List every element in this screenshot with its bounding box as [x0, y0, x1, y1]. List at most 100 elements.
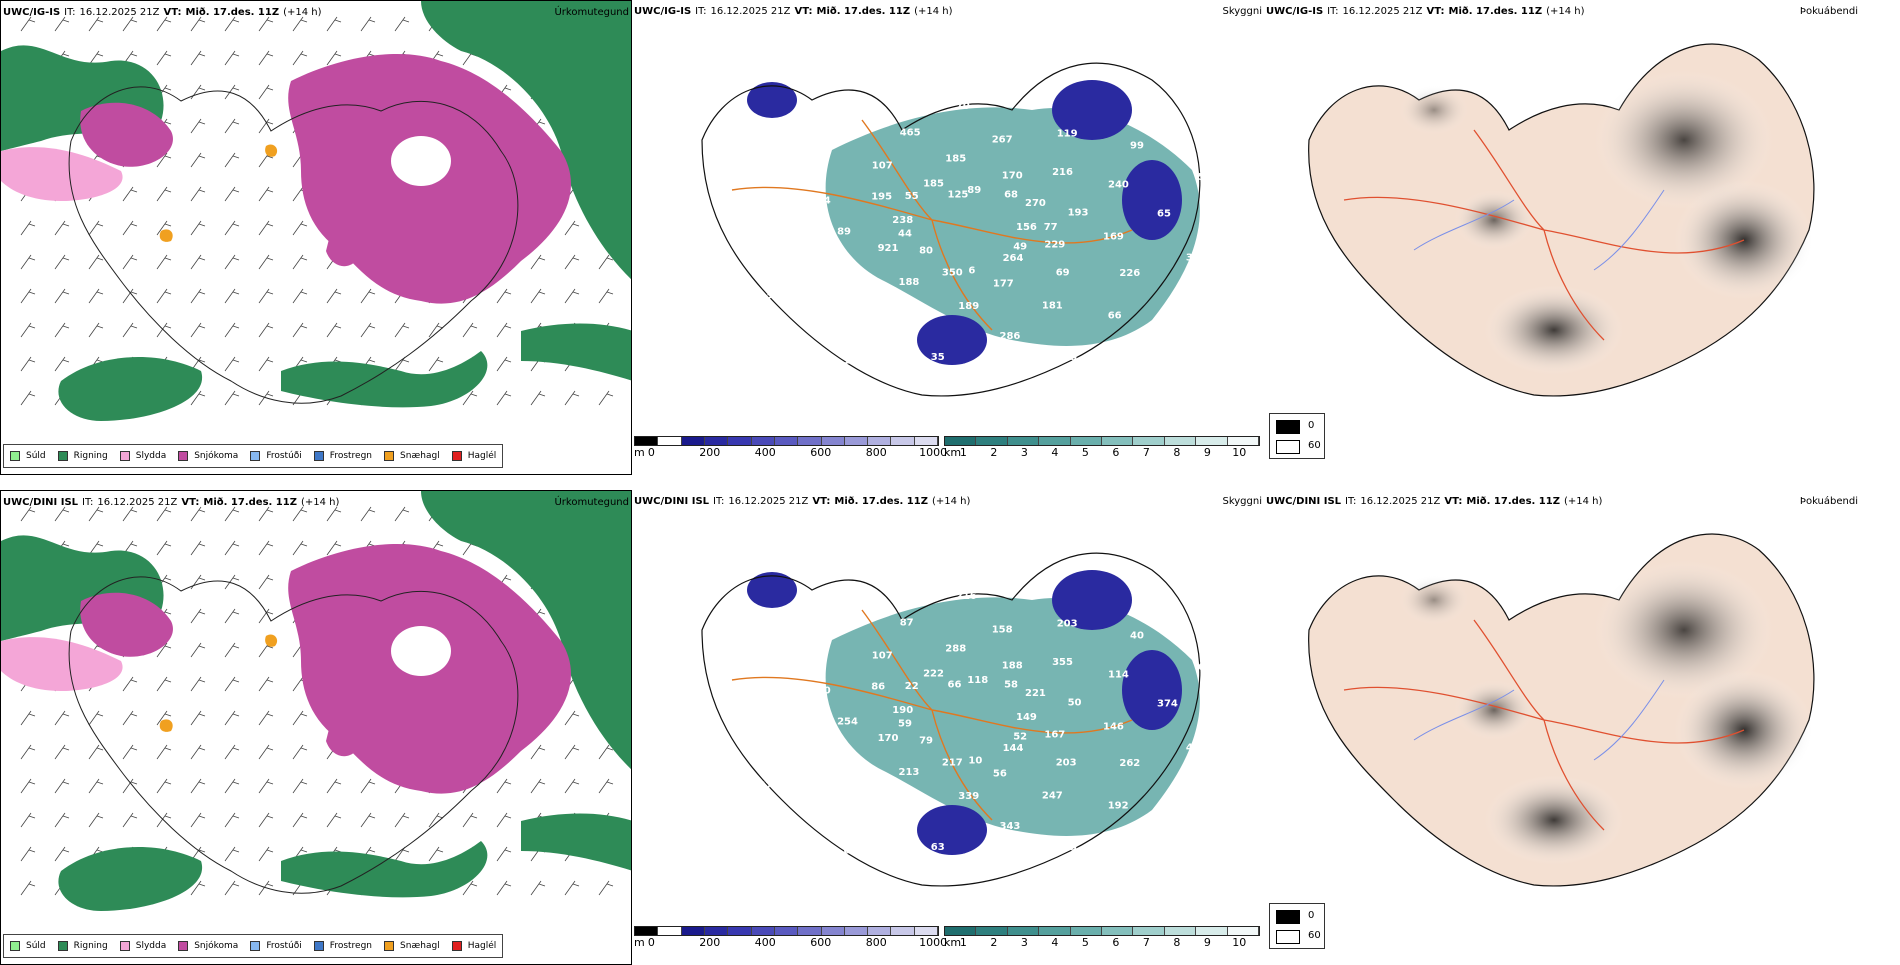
visibility-values: 156 80 89 264 238 270 350 185 229 921 170 177 195 193… [735, 88, 1212, 367]
wind-barb [156, 778, 172, 794]
wind-barb [190, 390, 206, 406]
visibility-value-label: 262 [1119, 758, 1140, 769]
colorbar-tick: 10 [1232, 446, 1247, 459]
wind-barb [88, 744, 104, 760]
fog-map [1308, 43, 1815, 397]
colorbar-tick: 0 [647, 446, 655, 459]
wind-barb [258, 356, 274, 372]
visibility-value-label: 177 [993, 278, 1014, 289]
colorbar-tick: 600 [810, 936, 832, 949]
colorbar-tick: 7 [1142, 936, 1150, 949]
sleet-areas [1, 637, 123, 691]
visibility-value-label: 125 [948, 190, 969, 201]
height-colorbar-swatches [634, 926, 939, 936]
visibility-panel: UWC/IG-IS IT: 16.12.2025 21Z VT: Mið. 17… [632, 0, 1264, 475]
visibility-value-label: 286 [1000, 331, 1021, 342]
wind-barb [54, 16, 70, 32]
visibility-value-label: 46 [749, 705, 763, 716]
wind-barb [564, 744, 580, 760]
height-unit: m [634, 936, 645, 949]
wind-barb [394, 16, 410, 32]
visibility-value-label: 465 [900, 128, 921, 139]
visibility-value-label: 226 [1119, 268, 1140, 279]
wind-barb [88, 220, 104, 236]
wind-barb [190, 608, 206, 624]
colorbar-tick: 400 [754, 446, 776, 459]
wind-barb [326, 50, 342, 66]
wind-barb [190, 50, 206, 66]
visibility-value-label: 203 [1057, 619, 1078, 630]
wind-barb [530, 880, 546, 896]
wind-barb [190, 16, 206, 32]
valid-time-label: VT: [181, 497, 200, 508]
visibility-value-label: 63 [1198, 662, 1212, 673]
visibility-value-label: 22 [905, 681, 919, 692]
visibility-value-label: 301 [807, 645, 828, 656]
visibility-value-label: 67 [834, 602, 848, 613]
wind-barb [292, 710, 308, 726]
wind-barb [224, 710, 240, 726]
wind-barb [394, 506, 410, 522]
visibility-value-label: 270 [1025, 198, 1046, 209]
visibility-map: 156 80 89 264 238 270 350 185 229 921 170 177 195 193… [701, 62, 1212, 397]
visibility-value-label: 236 [759, 290, 780, 301]
wind-barb [88, 506, 104, 522]
visibility-colorbar-swatches [944, 436, 1260, 446]
colorbar-swatch [976, 927, 1008, 935]
wind-barb [190, 880, 206, 896]
visibility-value-label: 156 [1016, 222, 1037, 233]
wind-barb [156, 50, 172, 66]
colorbar-tick: 1000 [919, 446, 948, 459]
wind-barb [496, 288, 512, 304]
visibility-value-label: 66 [1108, 311, 1122, 322]
colorbar-tick: 7 [1142, 446, 1150, 459]
legend-swatch [119, 451, 130, 461]
visibility-value-label: 192 [1108, 801, 1129, 812]
precip-type-legend: Súld Rigning Slydda Snjókoma Frostúði Frostre… [3, 934, 504, 958]
wind-barb [258, 254, 274, 270]
valid-time: Mið. 17.des. 11Z [1448, 6, 1543, 17]
height-colorbar: 0 200 400 600 800 1000 m [634, 436, 947, 460]
wind-barb [564, 288, 580, 304]
precip-type-legend: Súld Rigning Slydda Snjókoma Frostúði Frostre… [3, 444, 504, 468]
visibility-value-label: 169 [1103, 232, 1124, 243]
colorbar-swatch [1070, 927, 1103, 935]
wind-barb [54, 356, 70, 372]
wind-barb [326, 778, 342, 794]
wind-barb [258, 322, 274, 338]
legend-swatch [57, 451, 68, 461]
wind-barb [462, 880, 478, 896]
wind-barb [122, 322, 138, 338]
wind-barb [530, 390, 546, 406]
wind-barb [326, 540, 342, 556]
wind-barb [224, 186, 240, 202]
visibility-value-label: 170 [1002, 170, 1023, 181]
wind-barb [258, 506, 274, 522]
visibility-value-label: 188 [899, 277, 920, 288]
visibility-value-label: 185 [945, 154, 966, 165]
height-unit: m [634, 446, 645, 459]
wind-barb [54, 254, 70, 270]
visibility-value-label: 945 [831, 802, 852, 813]
colorbar-swatch [891, 437, 915, 445]
wind-barb [258, 186, 274, 202]
colorbar-swatch [1102, 437, 1134, 445]
visibility-value-label: 129 [843, 356, 864, 367]
dense-low-areas [747, 570, 1182, 855]
visibility-value-label: 222 [923, 668, 944, 679]
model-name: UWC/IG-IS [634, 6, 692, 17]
colorbar-swatch [868, 927, 892, 935]
visibility-value-label: 170 [878, 733, 899, 744]
wind-barb [292, 16, 308, 32]
visibility-value-label: 57 [834, 112, 848, 123]
colorbar-swatch [976, 437, 1008, 445]
wind-barb [54, 506, 70, 522]
colorbar-tick: 1 [959, 446, 967, 459]
colorbar-swatch [751, 437, 775, 445]
wind-barb [360, 288, 376, 304]
colorbar-swatch [728, 437, 752, 445]
visibility-value-label: 49 [1013, 241, 1027, 252]
visibility-value-label: 6 [968, 265, 975, 276]
valid-time: Mið. 17.des. 11Z [834, 496, 928, 507]
colorbar-tick: 5 [1081, 936, 1089, 949]
